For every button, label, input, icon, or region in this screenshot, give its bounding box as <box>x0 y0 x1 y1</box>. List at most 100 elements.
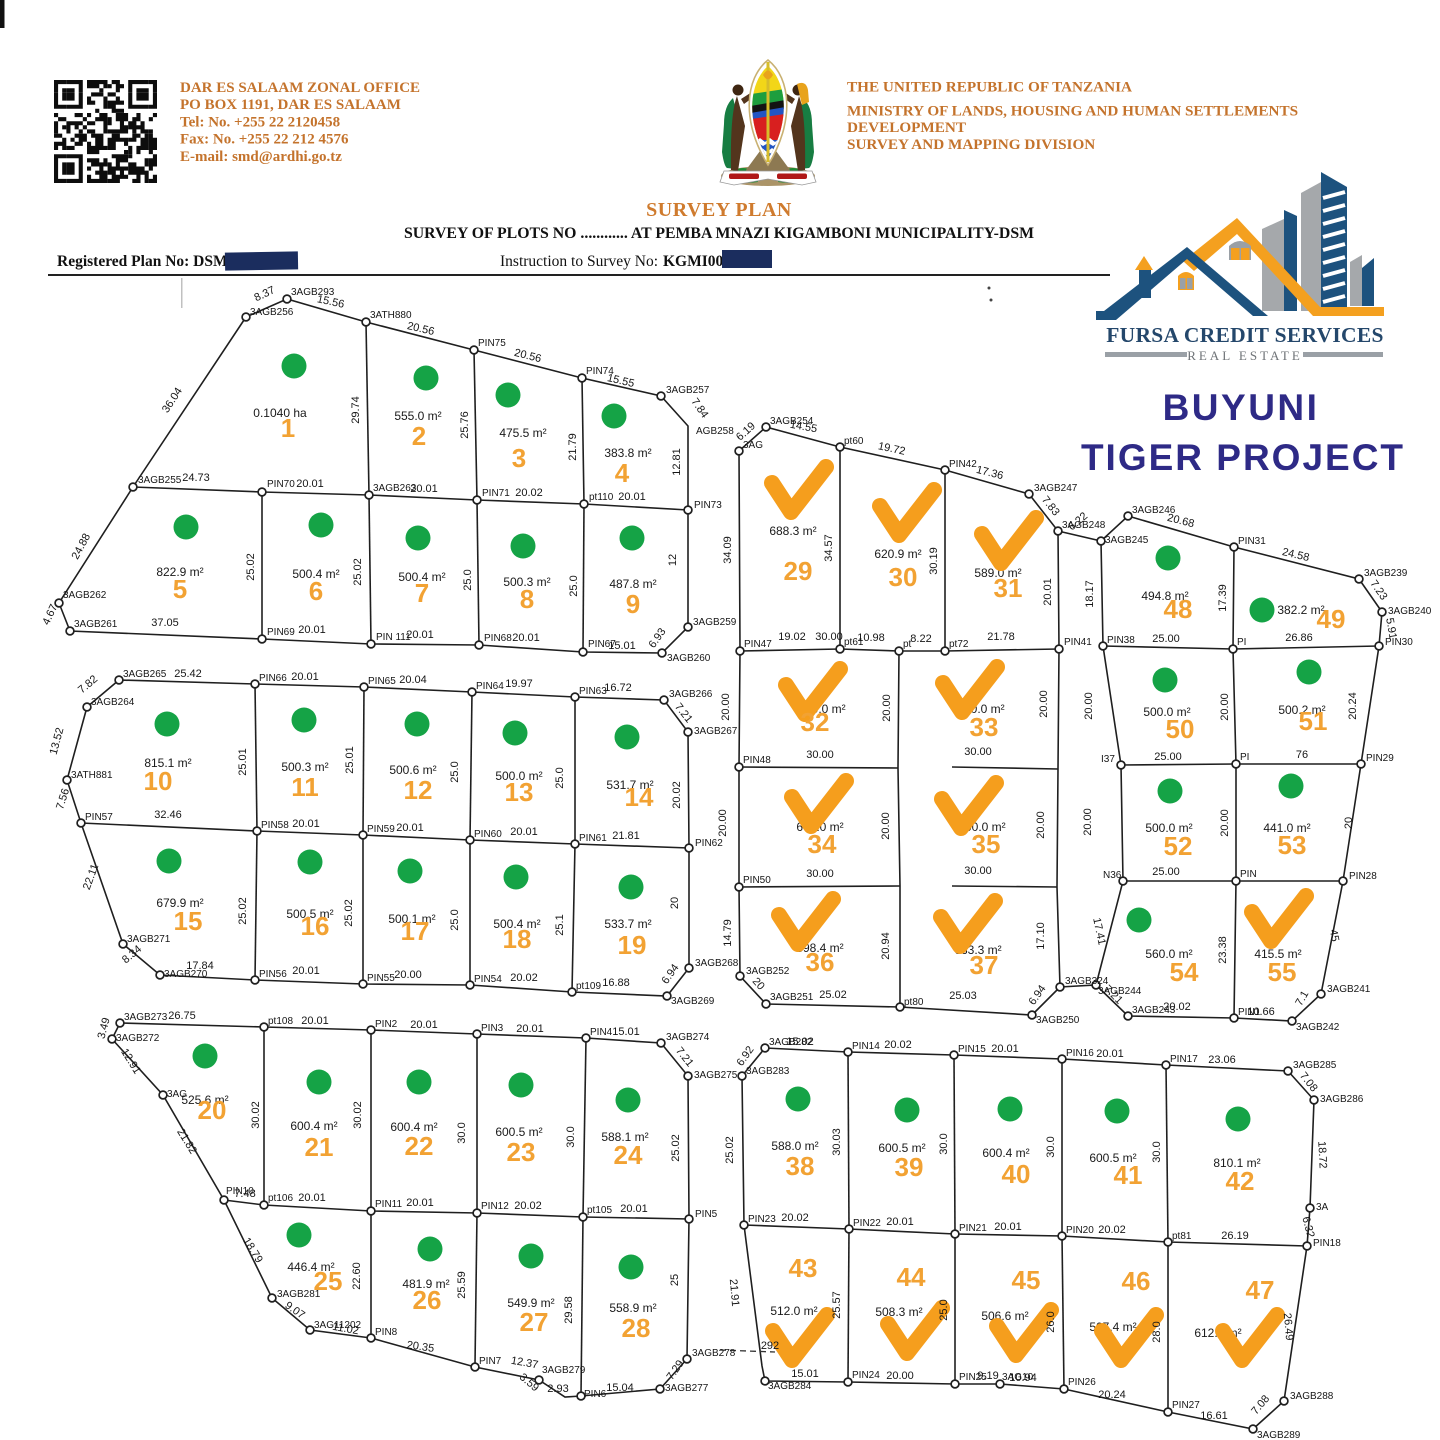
svg-text:3A: 3A <box>1316 1202 1329 1213</box>
svg-text:21.79: 21.79 <box>567 433 579 461</box>
svg-text:48: 48 <box>1164 594 1193 624</box>
svg-text:FURSA CREDIT SERVICES: FURSA CREDIT SERVICES <box>1106 323 1384 347</box>
svg-text:3AGB260: 3AGB260 <box>667 653 711 664</box>
svg-text:PIN3: PIN3 <box>481 1023 504 1034</box>
svg-text:7.56: 7.56 <box>54 787 72 811</box>
svg-text:20.01: 20.01 <box>410 1019 438 1031</box>
svg-text:25.02: 25.02 <box>670 1134 682 1162</box>
svg-text:30.00: 30.00 <box>806 749 834 761</box>
svg-text:3AGB279: 3AGB279 <box>542 1365 586 1376</box>
svg-text:598.4 m²: 598.4 m² <box>796 941 843 955</box>
svg-text:PIN11: PIN11 <box>375 1199 402 1210</box>
svg-text:PIN63: PIN63 <box>579 686 607 697</box>
svg-text:10.94: 10.94 <box>1009 1372 1037 1384</box>
svg-text:7.48: 7.48 <box>234 1188 255 1200</box>
svg-text:25.0: 25.0 <box>568 575 580 596</box>
svg-text:24.88: 24.88 <box>70 532 94 562</box>
svg-text:pt106: pt106 <box>268 1193 293 1204</box>
svg-text:pt: pt <box>903 639 912 650</box>
svg-text:20.02: 20.02 <box>515 487 543 499</box>
svg-text:PIN6: PIN6 <box>584 1389 607 1400</box>
svg-text:3AGB288: 3AGB288 <box>1290 1391 1334 1402</box>
svg-text:7: 7 <box>415 578 429 608</box>
svg-text:40: 40 <box>1002 1159 1031 1189</box>
svg-text:PIN75: PIN75 <box>478 338 506 349</box>
svg-text:3AGB264: 3AGB264 <box>91 697 135 708</box>
svg-text:PIN56: PIN56 <box>259 969 287 980</box>
svg-text:6: 6 <box>309 576 323 606</box>
svg-text:20.00: 20.00 <box>1219 693 1231 721</box>
svg-text:25.1: 25.1 <box>554 914 566 935</box>
svg-text:PIN65: PIN65 <box>368 676 396 687</box>
svg-text:500.4 m²: 500.4 m² <box>398 570 445 584</box>
svg-text:SURVEY PLAN: SURVEY PLAN <box>646 199 792 221</box>
svg-text:PIN59: PIN59 <box>367 824 395 835</box>
svg-text:12: 12 <box>404 775 433 805</box>
svg-text:PIN66: PIN66 <box>259 673 287 684</box>
svg-text:446.4 m²: 446.4 m² <box>287 1260 334 1274</box>
svg-text:5.91: 5.91 <box>1383 617 1399 640</box>
svg-text:19.72: 19.72 <box>877 440 906 457</box>
svg-text:600.4 m²: 600.4 m² <box>982 1146 1029 1160</box>
svg-text:31: 31 <box>994 573 1023 603</box>
svg-text:20.02: 20.02 <box>510 972 538 984</box>
svg-text:30.02: 30.02 <box>352 1101 364 1129</box>
svg-text:PIN68: PIN68 <box>484 633 512 644</box>
svg-text:PIN62: PIN62 <box>695 838 723 849</box>
svg-text:3AGB261: 3AGB261 <box>74 619 118 630</box>
svg-text:35: 35 <box>972 829 1001 859</box>
svg-text:32: 32 <box>801 707 830 737</box>
svg-text:549.9 m²: 549.9 m² <box>507 1296 554 1310</box>
svg-text:20.00: 20.00 <box>1035 811 1047 839</box>
svg-text:PIN61: PIN61 <box>579 833 607 844</box>
svg-text:487.8 m²: 487.8 m² <box>609 577 656 591</box>
svg-text:3AGB250: 3AGB250 <box>1036 1015 1080 1026</box>
svg-text:20.00: 20.00 <box>1219 809 1231 837</box>
svg-text:PIN8: PIN8 <box>375 1327 398 1338</box>
svg-text:23.38: 23.38 <box>1217 936 1229 964</box>
svg-text:20.56: 20.56 <box>406 320 436 338</box>
svg-text:55: 55 <box>1268 957 1297 987</box>
svg-text:14.55: 14.55 <box>789 419 818 436</box>
svg-text:PIN48: PIN48 <box>743 755 771 766</box>
svg-text:25.0: 25.0 <box>554 767 566 788</box>
svg-text:25.0: 25.0 <box>449 761 461 782</box>
svg-text:45: 45 <box>1327 928 1341 942</box>
svg-text:PIN60: PIN60 <box>474 829 502 840</box>
svg-text:12.37: 12.37 <box>510 1355 539 1372</box>
svg-text:37: 37 <box>970 950 999 980</box>
svg-text:24.58: 24.58 <box>1281 546 1311 564</box>
svg-text:30.00: 30.00 <box>815 631 843 643</box>
svg-text:21: 21 <box>305 1132 334 1162</box>
svg-text:3AGB254: 3AGB254 <box>770 416 814 427</box>
svg-text:20.94: 20.94 <box>880 932 892 960</box>
svg-text:17: 17 <box>401 916 430 946</box>
svg-text:25.02: 25.02 <box>819 989 847 1001</box>
svg-text:28.0: 28.0 <box>1151 1321 1163 1342</box>
svg-text:3AGB243: 3AGB243 <box>1132 1005 1176 1016</box>
svg-text:PIN7: PIN7 <box>479 1356 502 1367</box>
svg-text:22: 22 <box>405 1131 434 1161</box>
svg-text:pt61: pt61 <box>844 637 864 648</box>
svg-text:588.1 m²: 588.1 m² <box>601 1130 648 1144</box>
svg-text:500.2 m²: 500.2 m² <box>1278 703 1325 717</box>
svg-text:PIN29: PIN29 <box>1366 753 1394 764</box>
svg-text:25.00: 25.00 <box>1154 751 1182 763</box>
svg-text:9.07: 9.07 <box>283 1299 307 1321</box>
svg-text:3AGB274: 3AGB274 <box>666 1032 710 1043</box>
svg-text:30.0: 30.0 <box>565 1126 577 1147</box>
svg-text:25.00: 25.00 <box>1152 866 1180 878</box>
svg-text:BUYUNI: BUYUNI <box>1163 387 1320 428</box>
svg-text:3AGB271: 3AGB271 <box>127 934 171 945</box>
svg-text:5: 5 <box>173 574 187 604</box>
svg-text:0.1040 ha: 0.1040 ha <box>253 406 307 420</box>
svg-text:3AGB269: 3AGB269 <box>671 996 715 1007</box>
svg-text:3AGB239: 3AGB239 <box>1364 568 1408 579</box>
svg-text:3AGB244: 3AGB244 <box>1098 986 1142 997</box>
svg-text:20.01: 20.01 <box>620 1203 648 1215</box>
svg-text:15.04: 15.04 <box>606 1382 634 1394</box>
svg-text:3AGB278: 3AGB278 <box>692 1348 736 1359</box>
svg-text:20.02: 20.02 <box>1098 1224 1126 1236</box>
svg-text:20.01: 20.01 <box>510 826 538 838</box>
svg-text:PIN57: PIN57 <box>85 812 113 823</box>
